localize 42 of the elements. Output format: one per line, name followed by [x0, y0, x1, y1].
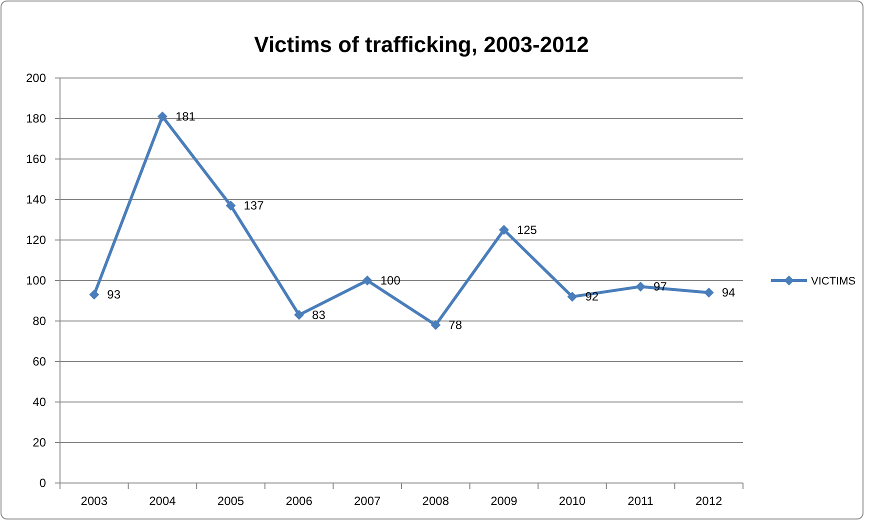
- x-tick-label: 2007: [354, 494, 382, 508]
- point: [498, 224, 509, 235]
- data-label: 83: [312, 308, 326, 322]
- data-label: 100: [380, 274, 401, 288]
- y-tick-label: 80: [32, 314, 46, 328]
- point: [430, 320, 441, 330]
- y-tick-label: 60: [32, 354, 46, 368]
- data-label: 94: [722, 286, 736, 300]
- data-label: 78: [448, 318, 462, 332]
- x-tick-label: 2006: [286, 494, 313, 508]
- data-label: 181: [175, 109, 196, 124]
- y-tick-label: 160: [26, 152, 46, 166]
- y-tick-label: 100: [26, 274, 46, 288]
- x-tick-label: 2010: [558, 494, 586, 508]
- x-tick-label: 2004: [149, 494, 176, 508]
- y-tick-label: 0: [39, 476, 46, 490]
- y-tick-label: 140: [26, 192, 46, 206]
- x-tick-label: 2009: [490, 494, 518, 508]
- point: [567, 292, 578, 302]
- chart-title: Victims of trafficking, 2003-2012: [254, 32, 589, 57]
- x-tick-label: 2008: [422, 494, 450, 508]
- x-tick-label: 2005: [217, 494, 244, 508]
- y-tick-label: 40: [32, 395, 46, 409]
- point: [704, 288, 714, 298]
- y-tick-label: 200: [26, 71, 46, 85]
- data-label: 137: [244, 198, 264, 213]
- data-label: 93: [107, 288, 121, 302]
- point: [226, 200, 236, 211]
- point: [636, 282, 646, 292]
- data-label: 97: [654, 280, 668, 294]
- y-tick-label: 180: [26, 112, 46, 126]
- x-tick-label: 2003: [80, 494, 108, 508]
- y-tick-label: 20: [32, 436, 46, 450]
- data-label: 125: [516, 222, 538, 237]
- point: [362, 276, 372, 286]
- legend-label: VICTIMS: [811, 276, 856, 288]
- x-tick-label: 2012: [696, 494, 723, 508]
- point: [89, 290, 100, 300]
- point: [294, 310, 304, 320]
- y-tick-label: 120: [26, 233, 46, 247]
- point: [157, 111, 168, 122]
- x-tick-label: 2011: [628, 494, 654, 508]
